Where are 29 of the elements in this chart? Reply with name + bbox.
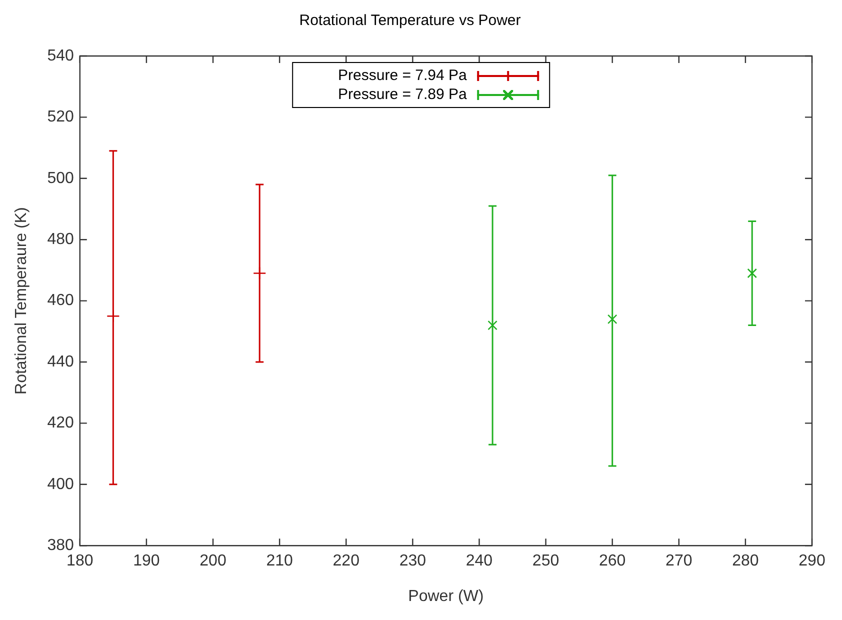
point (607, 314, 618, 324)
x-tick-label: 210 (266, 552, 294, 570)
x-tick-label: 290 (798, 552, 826, 570)
y-tick-label: 420 (47, 414, 74, 432)
y-tick-label: 380 (47, 537, 74, 554)
y-tick-label: 440 (47, 353, 74, 370)
y-axis-title: Rotational Temperaure (K) (13, 207, 30, 394)
x-tick-label: 250 (532, 552, 560, 570)
x-tick-label: 180 (66, 552, 94, 570)
x-tick-label: 280 (732, 552, 759, 570)
legend-label: Pressure = 7.89 Pa (338, 85, 467, 104)
y-tick-label: 540 (47, 47, 74, 64)
x-axis-title: Power (W) (408, 588, 484, 605)
point (488, 320, 498, 330)
y-tick-label: 400 (47, 476, 74, 493)
x-tick-label: 220 (332, 552, 360, 570)
y-tick-label: 520 (47, 108, 74, 126)
x-tick-label: 190 (133, 552, 160, 570)
chart-title: Rotational Temperature vs Power (299, 12, 521, 30)
point (747, 268, 757, 278)
y-tick-label: 480 (47, 231, 74, 248)
x-tick-label: 260 (598, 552, 626, 570)
y-tick-label: 460 (47, 292, 74, 310)
x-tick-label: 270 (666, 552, 692, 570)
x-tick-label: 240 (466, 552, 493, 570)
y-tick-label: 500 (47, 170, 74, 187)
legend-label: Pressure = 7.94 Pa (338, 66, 467, 85)
x-tick-label: 230 (399, 552, 426, 570)
x-tick-label: 200 (200, 552, 226, 570)
